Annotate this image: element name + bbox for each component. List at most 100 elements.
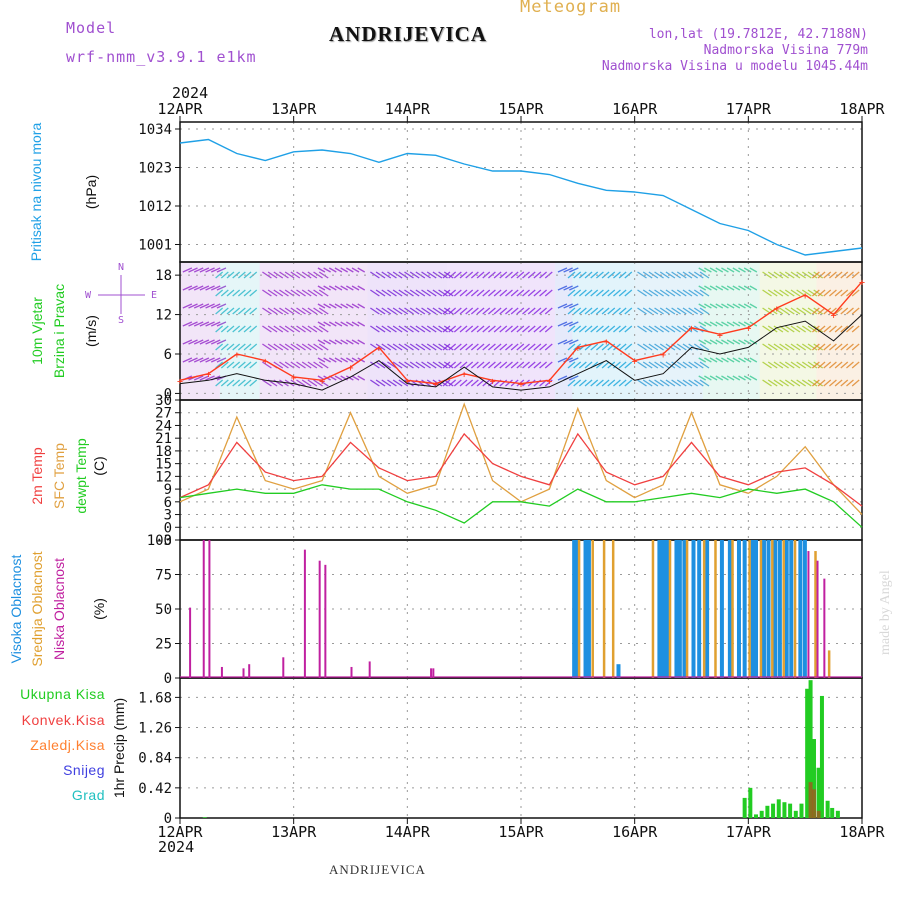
wind-barb [193,285,204,291]
wind-barb [273,289,284,297]
wind-barb [421,307,431,315]
wind-field-band [555,262,573,400]
wind-barb [188,285,198,291]
y-tick-label: 3 [164,508,172,524]
y-tick-label: 24 [155,418,172,434]
wind-barb [698,339,707,345]
wind-barb [601,325,610,333]
wind-barb [404,289,414,297]
wind-barb [426,307,437,315]
wind-barb [654,361,664,369]
wind-barb [601,379,610,387]
wind-barb [381,307,392,315]
wind-barb [493,271,502,279]
wind-barb [317,267,326,273]
wind-barb [375,379,386,387]
year-bottom: 2024 [158,838,195,856]
wind-barb [448,343,457,351]
wind-barb [226,289,235,297]
wind-barb [590,289,599,297]
wind-barb [323,357,331,363]
wind-barb [453,379,462,387]
wind-barb [279,307,289,315]
wind-barb [482,325,491,333]
wind-barb [527,289,536,297]
cloud-bar [802,540,807,678]
wind-barb [317,285,326,291]
cloud-bar [202,540,205,678]
wind-barb [665,271,676,279]
wind-barb [569,285,579,291]
wind-barb [182,357,193,363]
wind-barb [488,343,496,351]
wind-barb [237,361,246,369]
wind-barb [370,343,380,351]
wind-barb [232,361,241,369]
panel-frame-precip [179,677,863,819]
cloud-bar [771,540,774,678]
wind-barb [243,307,252,315]
wind-barb [334,285,343,291]
wind-barb [249,379,258,387]
wind-barb [642,361,653,369]
wind-barb [465,307,474,315]
wind-speed-marker: + [234,350,240,361]
wind-barb [210,285,221,291]
wind-barb [421,289,431,297]
wind-barb [199,357,210,363]
wind-barb [790,379,801,387]
wind-barb [443,307,454,315]
wind-barb [749,267,758,273]
wind-barb [527,343,536,351]
wind-barb [392,289,403,297]
wind-barb [659,289,670,297]
wind-barb [415,325,426,333]
x-label-top: 16APR [612,100,658,118]
wind-barb [459,343,468,351]
wind-barb [313,361,323,369]
panel-frame-temperature [179,399,863,541]
wind-barb [817,307,826,315]
wind-barb [381,361,392,369]
wind-barb [415,307,426,315]
wind-barb [637,343,647,351]
wind-barb [846,343,854,351]
wind-barb [817,379,826,387]
wind-barb [578,325,587,333]
wind-barb [767,361,778,369]
wind-barb [392,325,403,333]
y-tick-label: 18 [155,444,172,460]
wind-barb [590,307,599,315]
wind-barb [426,343,437,351]
wind-barb [262,271,272,279]
wind-barb [637,289,647,297]
wind-barb [442,289,451,297]
wind-barb [624,361,633,369]
wind-barb [648,289,659,297]
cloud-bar [430,668,433,678]
wind-barb [205,285,215,291]
wind-barb [296,289,306,297]
precip-legend-2: Zaledj.Kisa [30,737,105,753]
wind-barb [569,303,579,309]
wind-barb [290,307,301,315]
wind-barb [443,379,454,387]
wind-barb [624,289,633,297]
x-label-top: 12APR [157,100,203,118]
precip-legend-1: Konvek.Kisa [22,712,105,728]
wind-barb [516,325,525,333]
wind-barb [516,307,525,315]
wind-barb [448,379,457,387]
wind-barb [476,379,485,387]
wind-barb [398,343,409,351]
wind-barb [527,307,536,315]
wind-barb [290,361,301,369]
wind-barb [499,343,508,351]
wind-barb [618,289,627,297]
wind-speed-marker: + [745,324,751,335]
wind-barb [851,379,860,387]
precip-total-bar [759,810,764,818]
wind-barb [584,379,593,387]
wind-barb [499,361,508,369]
wind-barb [533,325,542,333]
